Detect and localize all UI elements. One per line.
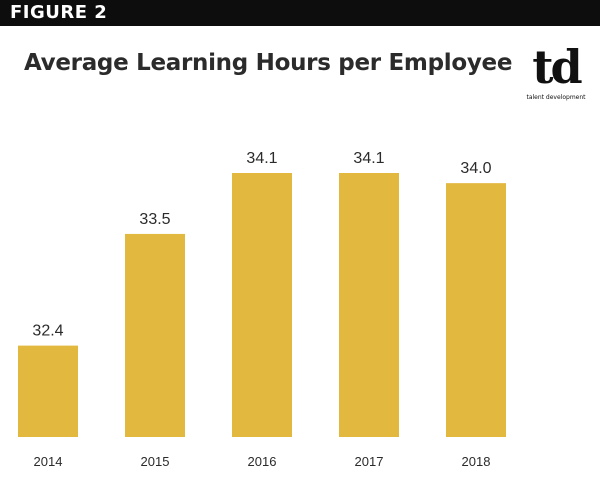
value-label-2017: 34.1 [353,150,384,167]
x-tick-label-2017: 2017 [355,454,384,469]
figure-banner: FIGURE 2 [0,0,600,26]
td-logo: td talent development [520,40,592,108]
value-label-2018: 34.0 [460,160,491,177]
value-label-2015: 33.5 [139,211,170,228]
value-label-2016: 34.1 [246,150,277,167]
figure-label: FIGURE 2 [10,2,108,23]
logo-caption: talent development [526,94,586,101]
bar-2015 [125,233,185,437]
x-tick-label-2018: 2018 [462,454,491,469]
bar-2016 [232,173,292,437]
chart-title: Average Learning Hours per Employee [24,50,513,76]
bar-2014 [18,345,78,437]
value-label-2014: 32.4 [32,323,63,340]
bar-2017 [339,173,399,437]
x-tick-label-2016: 2016 [248,454,277,469]
x-tick-label-2015: 2015 [141,454,170,469]
x-tick-label-2014: 2014 [34,454,63,469]
logo-mark: td [532,40,582,94]
bar-2018 [446,183,506,437]
